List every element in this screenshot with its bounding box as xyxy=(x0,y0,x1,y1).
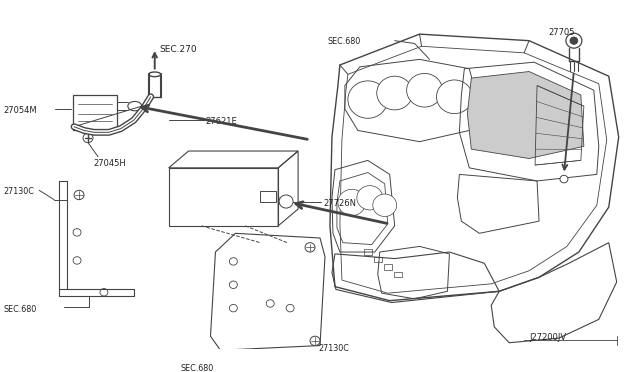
Text: 27045H: 27045H xyxy=(93,158,125,167)
Circle shape xyxy=(266,300,274,307)
Circle shape xyxy=(338,189,366,215)
Text: 27621E: 27621E xyxy=(205,117,237,126)
Circle shape xyxy=(74,190,84,200)
Circle shape xyxy=(286,304,294,312)
Circle shape xyxy=(560,175,568,183)
Text: J27200JV: J27200JV xyxy=(529,333,566,342)
Circle shape xyxy=(310,336,320,346)
Text: SEC.680: SEC.680 xyxy=(3,305,36,314)
Circle shape xyxy=(279,195,293,208)
Ellipse shape xyxy=(128,102,142,111)
Text: SEC.680: SEC.680 xyxy=(328,37,361,46)
Circle shape xyxy=(406,73,442,107)
Circle shape xyxy=(377,76,413,110)
Circle shape xyxy=(100,289,108,296)
Circle shape xyxy=(436,80,472,113)
Circle shape xyxy=(73,257,81,264)
Ellipse shape xyxy=(148,72,161,77)
Circle shape xyxy=(83,133,93,142)
Circle shape xyxy=(229,281,237,289)
Circle shape xyxy=(348,81,388,118)
Circle shape xyxy=(73,229,81,236)
Text: 27130C: 27130C xyxy=(318,344,349,353)
Text: 27130C: 27130C xyxy=(3,187,35,196)
Text: 27726N: 27726N xyxy=(323,199,356,208)
Circle shape xyxy=(305,243,315,252)
Circle shape xyxy=(566,33,582,48)
Polygon shape xyxy=(467,71,584,158)
Text: SEC.270: SEC.270 xyxy=(160,45,197,54)
Circle shape xyxy=(570,37,578,44)
Circle shape xyxy=(357,186,383,210)
Circle shape xyxy=(229,258,237,265)
Text: 27054M: 27054M xyxy=(3,106,37,115)
Circle shape xyxy=(372,194,397,217)
Text: SEC.680: SEC.680 xyxy=(180,364,214,372)
Text: 27705: 27705 xyxy=(548,28,575,36)
Circle shape xyxy=(229,304,237,312)
